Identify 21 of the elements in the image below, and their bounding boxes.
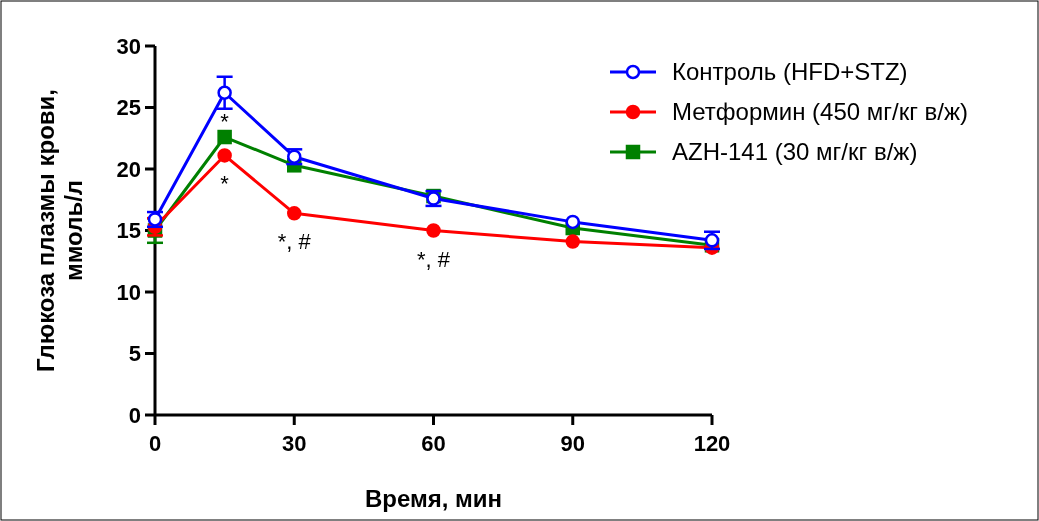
annotation: * [220,108,230,134]
annotation: *, # [416,246,451,272]
y-axis-title: Глюкоза плазмы крови, ммоль/л [32,89,87,372]
y-tick-label: 25 [116,95,141,121]
y-tick-label: 15 [116,218,141,244]
annotation: * [220,171,230,197]
y-tick-label: 10 [116,279,141,305]
x-axis-title: Время, мин [364,485,503,512]
legend-label: Контроль (HFD+STZ) [672,58,908,86]
x-tick-label: 0 [148,431,162,456]
y-tick-label: 0 [128,402,141,428]
legend-label: AZH-141 (30 мг/кг в/ж) [672,138,918,166]
y-tick-label: 20 [116,156,141,182]
y-tick-label: 5 [128,341,141,367]
x-tick-label: 30 [282,431,307,456]
y-tick-label: 30 [116,33,141,59]
x-tick-label: 120 [693,431,731,456]
legend-label: Метформин (450 мг/кг в/ж) [672,98,969,126]
x-tick-label: 90 [560,431,585,456]
x-tick-label: 60 [421,431,446,456]
annotation: *, # [277,229,312,255]
